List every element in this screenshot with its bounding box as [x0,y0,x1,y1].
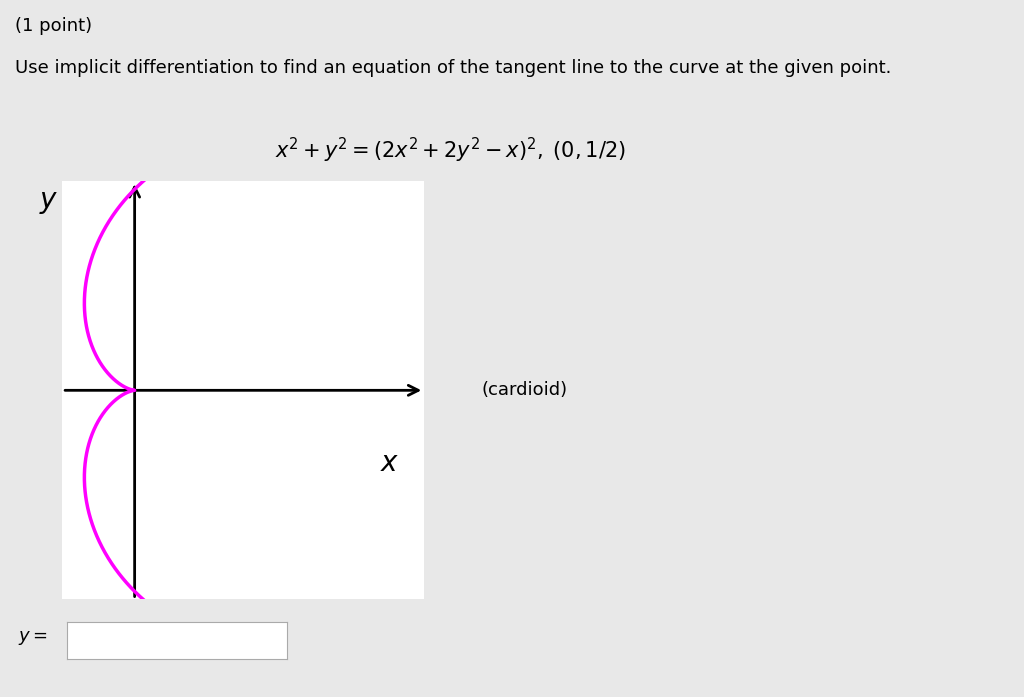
Text: $x^2 + y^2 = (2x^2 + 2y^2 - x)^2, \; (0, 1/2)$: $x^2 + y^2 = (2x^2 + 2y^2 - x)^2, \; (0,… [275,136,626,165]
Text: Use implicit differentiation to find an equation of the tangent line to the curv: Use implicit differentiation to find an … [15,59,892,77]
Text: $y =$: $y =$ [18,629,48,647]
Text: $\mathit{y}$: $\mathit{y}$ [39,188,58,216]
Text: (1 point): (1 point) [15,17,92,36]
Text: $\mathit{x}$: $\mathit{x}$ [380,449,399,477]
Text: (cardioid): (cardioid) [481,381,567,399]
